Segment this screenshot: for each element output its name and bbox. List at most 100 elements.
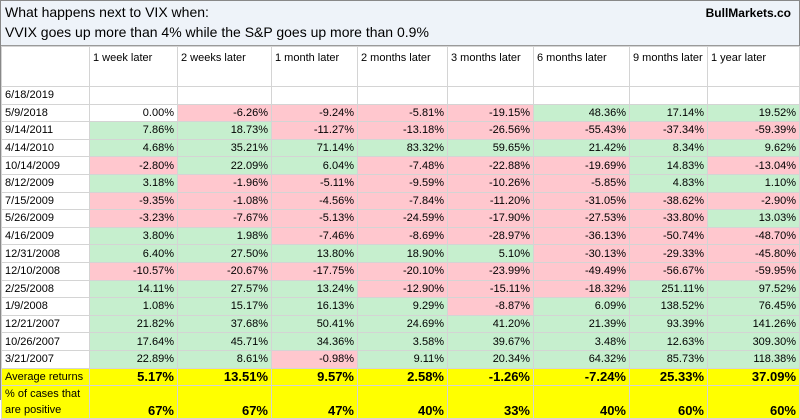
summary-value: -7.24% bbox=[533, 367, 630, 387]
return-cell: -20.10% bbox=[357, 261, 448, 281]
date-cell: 12/10/2008 bbox=[1, 261, 90, 281]
summary-value: 40% bbox=[533, 385, 630, 419]
return-cell: 0.00% bbox=[89, 103, 178, 123]
return-cell: 1.98% bbox=[177, 226, 272, 246]
data-row: 8/12/2009 3.18% -1.96% -5.11% -9.59% -10.26% -… bbox=[1, 173, 800, 193]
return-cell: 71.14% bbox=[271, 138, 358, 158]
return-cell: 13.24% bbox=[271, 279, 358, 299]
return-cell: 18.90% bbox=[357, 244, 448, 263]
return-cell: 141.26% bbox=[707, 314, 800, 334]
return-cell: -5.13% bbox=[271, 209, 358, 228]
return-cell: 21.42% bbox=[533, 138, 630, 158]
return-cell: -17.90% bbox=[447, 209, 534, 228]
return-cell: 6.04% bbox=[271, 156, 358, 175]
summary-row: % of cases that are positive 67% 67% 47% 40%… bbox=[1, 385, 800, 419]
return-cell: 97.52% bbox=[707, 279, 800, 299]
summary-value: 67% bbox=[177, 385, 272, 419]
return-cell: 14.83% bbox=[629, 156, 708, 175]
empty-cell bbox=[629, 86, 708, 105]
summary-label: % of cases that are positive bbox=[1, 385, 90, 419]
return-cell: -13.18% bbox=[357, 121, 448, 140]
summary-value: 5.17% bbox=[89, 367, 178, 387]
return-cell: 21.39% bbox=[533, 314, 630, 334]
return-cell: -7.84% bbox=[357, 191, 448, 211]
return-cell: 41.20% bbox=[447, 314, 534, 334]
return-cell: 3.48% bbox=[533, 332, 630, 351]
return-cell: 309.30% bbox=[707, 332, 800, 351]
date-cell: 4/14/2010 bbox=[1, 138, 90, 158]
return-cell: -15.11% bbox=[447, 279, 534, 299]
return-cell: -11.20% bbox=[447, 191, 534, 211]
empty-cell bbox=[447, 86, 534, 105]
return-cell: 3.80% bbox=[89, 226, 178, 246]
returns-table: 1 week later 2 weeks later 1 month later 2 … bbox=[1, 46, 800, 419]
date-cell: 10/26/2007 bbox=[1, 332, 90, 351]
return-cell: 59.65% bbox=[447, 138, 534, 158]
return-cell: -37.34% bbox=[629, 121, 708, 140]
return-cell: 39.67% bbox=[447, 332, 534, 351]
return-cell: -7.48% bbox=[357, 156, 448, 175]
return-cell: 45.71% bbox=[177, 332, 272, 351]
return-cell: -49.49% bbox=[533, 261, 630, 281]
subtitle: VVIX goes up more than 4% while the S&P … bbox=[5, 24, 429, 40]
return-cell: 27.57% bbox=[177, 279, 272, 299]
return-cell: -26.56% bbox=[447, 121, 534, 140]
return-cell: 13.03% bbox=[707, 209, 800, 228]
summary-value: -1.26% bbox=[447, 367, 534, 387]
return-cell: -5.85% bbox=[533, 173, 630, 193]
return-cell: 18.73% bbox=[177, 121, 272, 140]
summary-value: 9.57% bbox=[271, 367, 358, 387]
empty-cell bbox=[271, 86, 358, 105]
date-cell: 3/21/2007 bbox=[1, 349, 90, 369]
corner-cell bbox=[1, 46, 90, 87]
date-cell: 7/15/2009 bbox=[1, 191, 90, 211]
return-cell: 93.39% bbox=[629, 314, 708, 334]
return-cell: 4.83% bbox=[629, 173, 708, 193]
return-cell: -20.67% bbox=[177, 261, 272, 281]
return-cell: 4.68% bbox=[89, 138, 178, 158]
return-cell: 76.45% bbox=[707, 297, 800, 316]
data-row: 12/31/2008 6.40% 27.50% 13.80% 18.90% 5.10% -3… bbox=[1, 244, 800, 263]
summary-label: Average returns bbox=[1, 367, 90, 387]
date-cell: 12/31/2008 bbox=[1, 244, 90, 263]
summary-value: 13.51% bbox=[177, 367, 272, 387]
return-cell: -3.23% bbox=[89, 209, 178, 228]
data-row: 12/21/2007 21.82% 37.68% 50.41% 24.69% 41.20%… bbox=[1, 314, 800, 334]
data-row: 5/26/2009 -3.23% -7.67% -5.13% -24.59% -17.90… bbox=[1, 209, 800, 228]
return-cell: 8.61% bbox=[177, 349, 272, 369]
date-cell: 2/25/2008 bbox=[1, 279, 90, 299]
return-cell: 1.10% bbox=[707, 173, 800, 193]
return-cell: -4.56% bbox=[271, 191, 358, 211]
return-cell: -28.97% bbox=[447, 226, 534, 246]
data-row: 12/10/2008 -10.57% -20.67% -17.75% -20.10% -2… bbox=[1, 261, 800, 281]
summary-value: 25.33% bbox=[629, 367, 708, 387]
return-cell: 22.09% bbox=[177, 156, 272, 175]
return-cell: 251.11% bbox=[629, 279, 708, 299]
return-cell: 17.14% bbox=[629, 103, 708, 123]
return-cell: -59.95% bbox=[707, 261, 800, 281]
column-header: 1 year later bbox=[707, 46, 800, 87]
return-cell: -5.81% bbox=[357, 103, 448, 123]
return-cell: 9.62% bbox=[707, 138, 800, 158]
return-cell: 50.41% bbox=[271, 314, 358, 334]
return-cell: -8.87% bbox=[447, 297, 534, 316]
return-cell: 21.82% bbox=[89, 314, 178, 334]
return-cell: 27.50% bbox=[177, 244, 272, 263]
summary-value: 47% bbox=[271, 385, 358, 419]
return-cell: 5.10% bbox=[447, 244, 534, 263]
return-cell: -27.53% bbox=[533, 209, 630, 228]
return-cell: -22.88% bbox=[447, 156, 534, 175]
return-cell: 15.17% bbox=[177, 297, 272, 316]
data-row: 9/14/2011 7.86% 18.73% -11.27% -13.18% -26.56… bbox=[1, 121, 800, 140]
title: What happens next to VIX when: bbox=[5, 4, 209, 20]
summary-value: 37.09% bbox=[707, 367, 800, 387]
return-cell: 6.09% bbox=[533, 297, 630, 316]
return-cell: -59.39% bbox=[707, 121, 800, 140]
return-cell: -2.90% bbox=[707, 191, 800, 211]
return-cell: 34.36% bbox=[271, 332, 358, 351]
summary-value: 40% bbox=[357, 385, 448, 419]
empty-cell bbox=[177, 86, 272, 105]
return-cell: -0.98% bbox=[271, 349, 358, 369]
return-cell: 35.21% bbox=[177, 138, 272, 158]
data-row: 6/18/2019 bbox=[1, 86, 800, 105]
